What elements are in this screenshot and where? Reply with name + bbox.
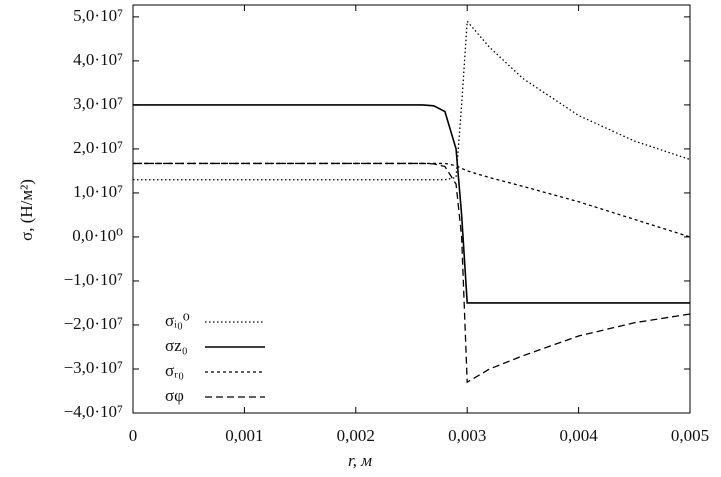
x-tick-label: 0,001 — [225, 426, 263, 445]
x-tick-label: 0 — [129, 426, 138, 445]
legend-label: σᵢ₀⁰ — [165, 311, 190, 330]
legend-label: σᵣ₀ — [165, 361, 184, 380]
x-tick-label: 0,005 — [671, 426, 709, 445]
x-tick-label: 0,004 — [559, 426, 598, 445]
x-axis-title: r, м — [348, 451, 372, 470]
y-tick-label: 3,0·10⁷ — [73, 94, 123, 113]
series-line — [133, 19, 691, 181]
y-tick-label: 1,0·10⁷ — [73, 182, 123, 201]
series-line — [133, 162, 691, 238]
series-line — [133, 104, 690, 304]
legend-label: σφ — [165, 386, 184, 405]
series-line — [133, 162, 691, 384]
y-tick-label: −1,0·10⁷ — [64, 270, 123, 289]
plot-frame — [132, 4, 691, 414]
x-tick-label: 0,002 — [337, 426, 375, 445]
y-tick-label: 0,0·10⁰ — [72, 226, 123, 245]
y-tick-label: 5,0·10⁷ — [73, 6, 123, 25]
legend-label: σz₀ — [165, 336, 188, 355]
y-tick-label: −4,0·10⁷ — [64, 402, 123, 421]
y-tick-label: 2,0·10⁷ — [73, 138, 123, 157]
y-tick-label: −2,0·10⁷ — [64, 314, 123, 333]
y-tick-label: −3,0·10⁷ — [64, 358, 123, 377]
y-tick-label: 4,0·10⁷ — [73, 50, 123, 69]
y-axis-title: σ, (Н/м²) — [17, 179, 36, 241]
x-tick-label: 0,003 — [448, 426, 486, 445]
